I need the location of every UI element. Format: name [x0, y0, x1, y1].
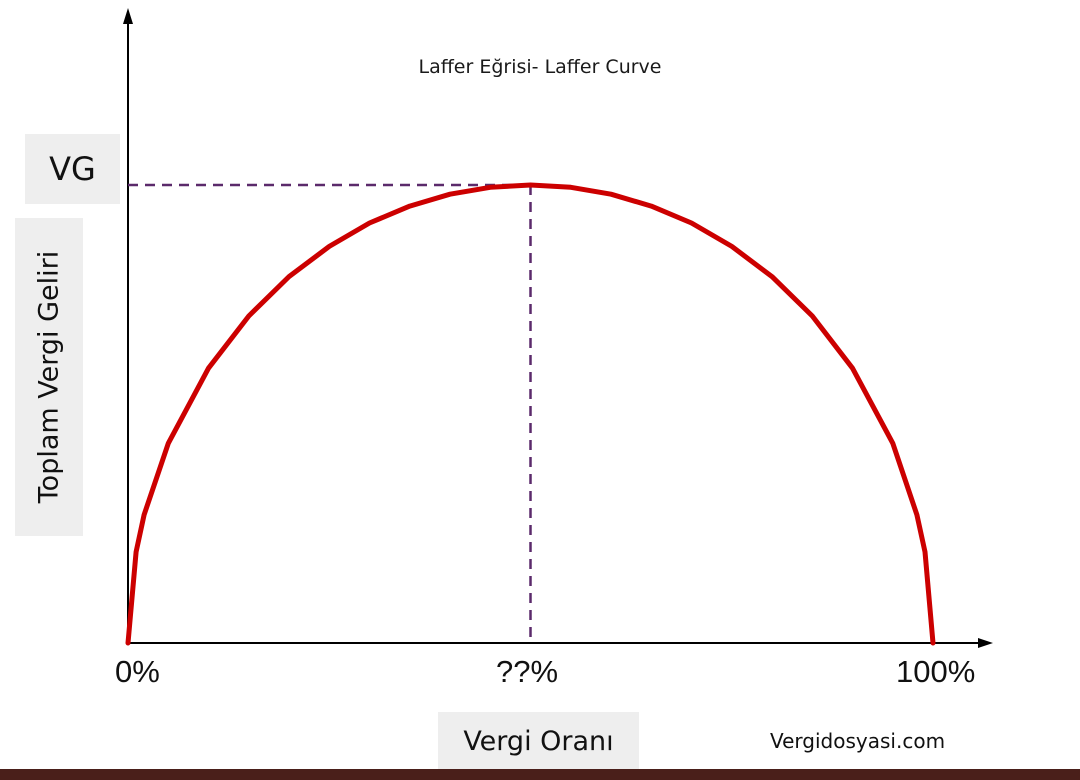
bottom-bar: [0, 769, 1080, 780]
laffer-curve-line: [125, 182, 936, 646]
y-axis-arrow: [123, 8, 133, 24]
chart-title: Laffer Eğrisi- Laffer Curve: [418, 56, 662, 78]
x-tick-label-peak: ??%: [496, 654, 559, 689]
x-tick-label-0: 0%: [115, 654, 160, 689]
peak-y-label: VG: [49, 150, 96, 188]
peak-y-label-box: VG: [25, 134, 120, 204]
x-axis-label-box: Vergi Oranı: [438, 712, 639, 770]
x-tick-label-100: 100%: [896, 654, 976, 689]
x-axis-label: Vergi Oranı: [463, 725, 614, 757]
y-axis-label: Toplam Vergi Geliri: [33, 250, 65, 504]
x-axis-arrow: [978, 638, 993, 648]
site-watermark: Vergidosyasi.com: [770, 729, 946, 753]
y-axis-label-box: Toplam Vergi Geliri: [15, 218, 83, 536]
